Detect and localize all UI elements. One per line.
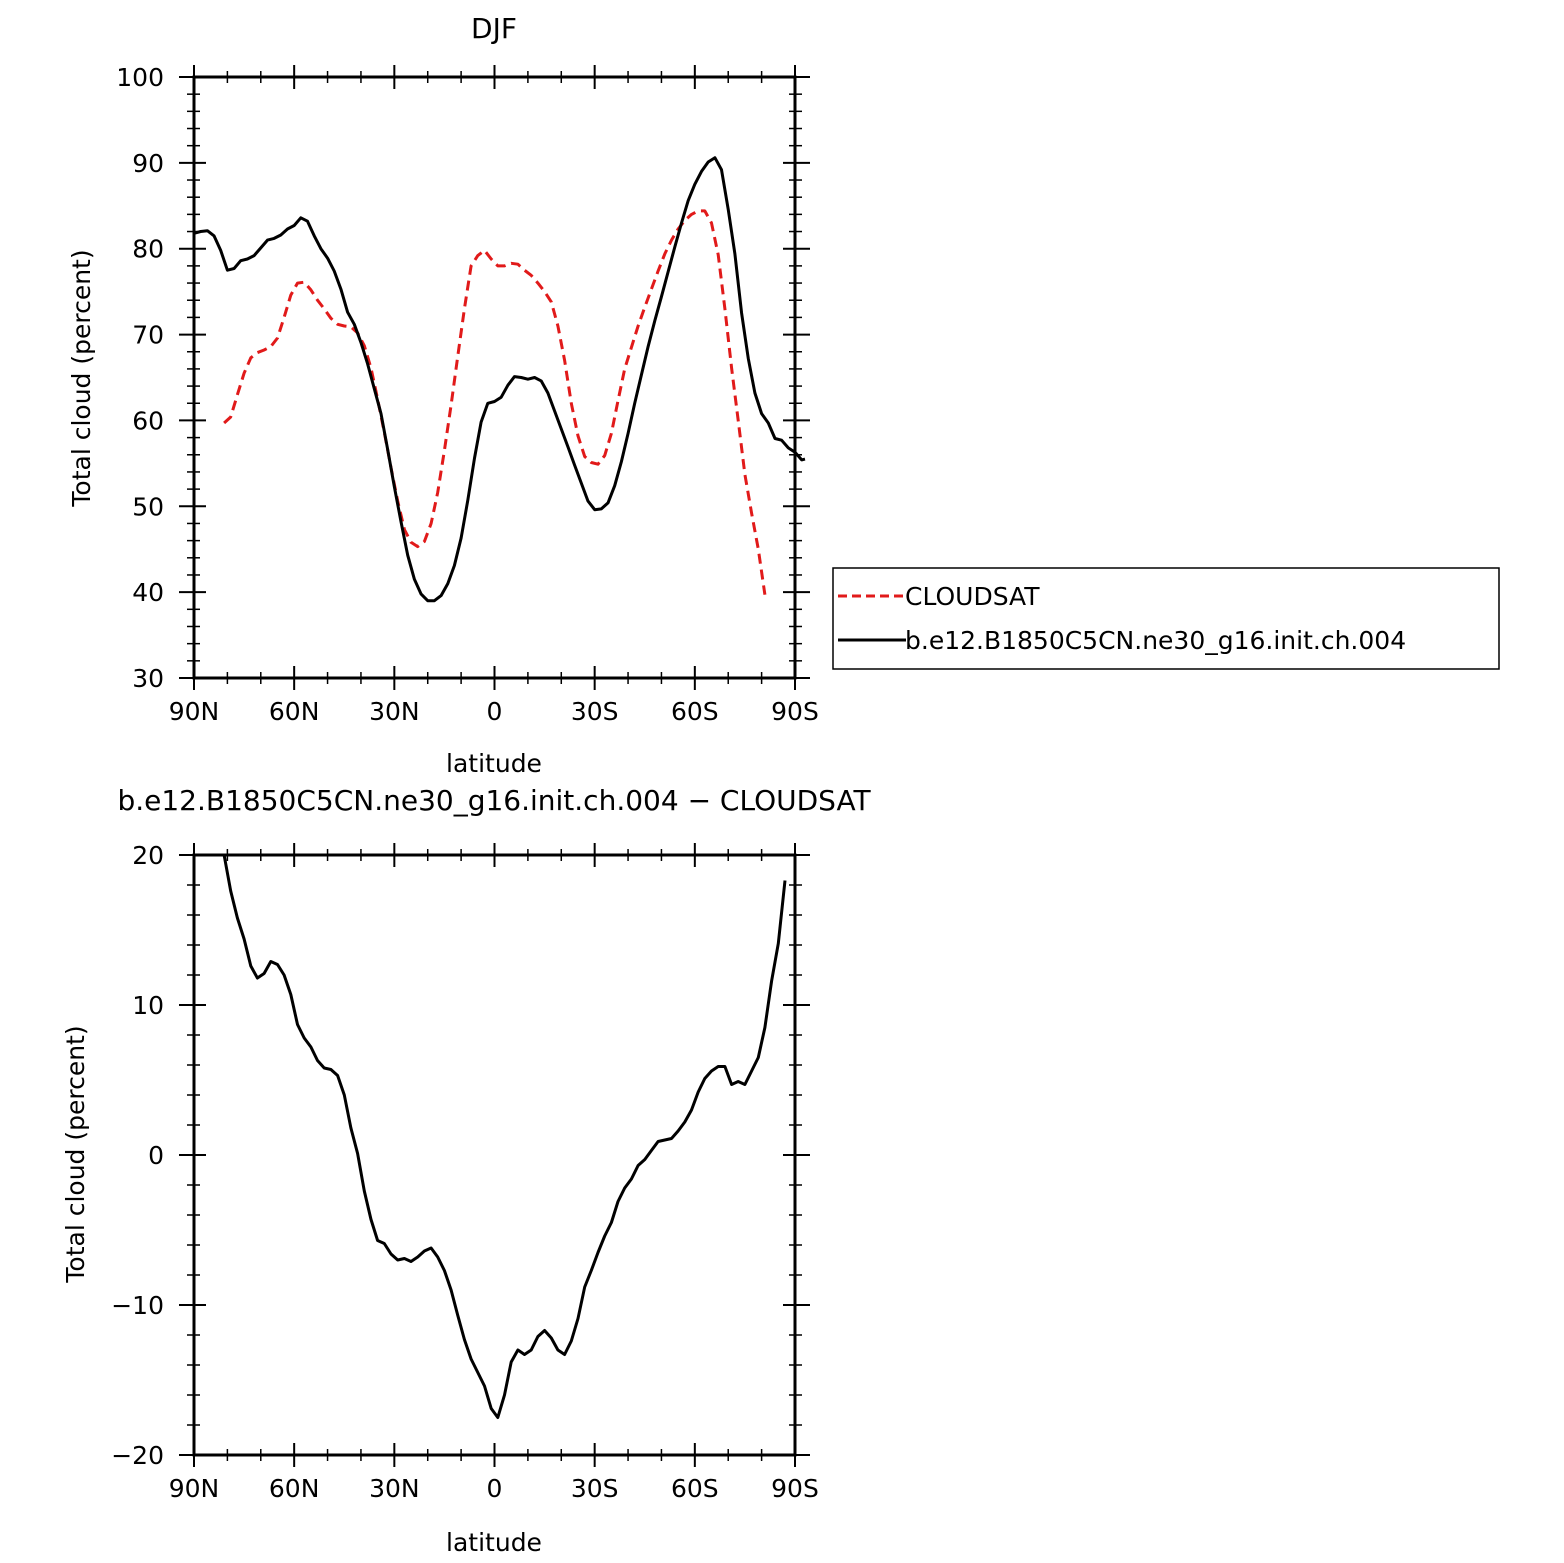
series-line-model xyxy=(193,156,806,603)
y-tick-label: 100 xyxy=(116,63,164,92)
top-panel: DJF Total cloud (percent) latitude 90N 60… xyxy=(67,12,1500,778)
y-tick-label: 90 xyxy=(132,149,164,178)
y-tick-label: −10 xyxy=(111,1291,164,1320)
x-tick-label: 90S xyxy=(771,697,819,726)
y-tick-label: 20 xyxy=(132,841,164,870)
top-x-axis-label: latitude xyxy=(446,749,542,778)
top-series-group xyxy=(193,156,806,603)
bottom-y-axis-label: Total cloud (percent) xyxy=(61,1025,90,1283)
legend: CLOUDSAT b.e12.B1850C5CN.ne30_g16.init.c… xyxy=(832,567,1500,670)
x-tick-label: 60N xyxy=(269,1474,320,1503)
y-tick-label: 10 xyxy=(132,991,164,1020)
bottom-axis-ticks: 90N 60N 30N 0 30S 60S 90S −20 −10 0 10 20 xyxy=(111,841,819,1503)
x-tick-label: 90S xyxy=(771,1474,819,1503)
x-tick-label: 0 xyxy=(487,697,503,726)
y-tick-label: 80 xyxy=(132,235,164,264)
x-tick-label: 60S xyxy=(671,1474,719,1503)
legend-label-cloudsat: CLOUDSAT xyxy=(905,582,1040,611)
y-tick-label: 70 xyxy=(132,321,164,350)
x-tick-label: 30N xyxy=(369,697,420,726)
y-tick-label: 50 xyxy=(132,492,164,521)
y-tick-label: −20 xyxy=(111,1441,164,1470)
x-tick-label: 90N xyxy=(169,697,220,726)
x-tick-label: 30S xyxy=(571,1474,619,1503)
x-tick-label: 30S xyxy=(571,697,619,726)
x-tick-label: 60S xyxy=(671,697,719,726)
top-axis-ticks: 90N 60N 30N 0 30S 60S 90S 30 40 50 60 70 80 90 100 xyxy=(116,63,819,726)
series-line-difference xyxy=(222,854,787,1419)
bottom-plot-frame xyxy=(192,853,797,1457)
top-chart-title: DJF xyxy=(471,12,517,45)
x-tick-label: 90N xyxy=(169,1474,220,1503)
bottom-x-axis-label: latitude xyxy=(446,1528,542,1557)
x-tick-label: 30N xyxy=(369,1474,420,1503)
bottom-chart-title: b.e12.B1850C5CN.ne30_g16.init.ch.004 − C… xyxy=(117,784,871,817)
legend-label-model: b.e12.B1850C5CN.ne30_g16.init.ch.004 xyxy=(905,626,1406,655)
x-tick-label: 0 xyxy=(487,1474,503,1503)
y-tick-label: 60 xyxy=(132,406,164,435)
x-tick-label: 60N xyxy=(269,697,320,726)
bottom-series-group xyxy=(222,854,787,1419)
bottom-panel: b.e12.B1850C5CN.ne30_g16.init.ch.004 − C… xyxy=(61,784,871,1557)
y-tick-label: 30 xyxy=(132,664,164,693)
top-y-axis-label: Total cloud (percent) xyxy=(67,249,96,507)
y-tick-label: 0 xyxy=(148,1141,164,1170)
legend-box xyxy=(832,567,1500,670)
y-tick-label: 40 xyxy=(132,578,164,607)
top-plot-frame xyxy=(192,75,797,680)
